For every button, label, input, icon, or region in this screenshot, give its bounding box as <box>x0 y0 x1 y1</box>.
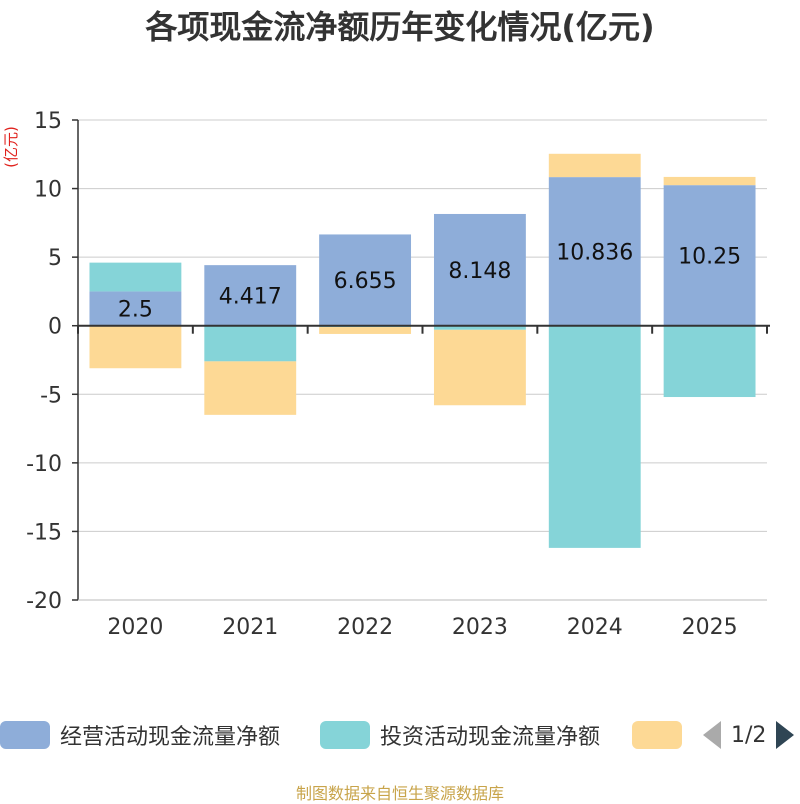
y-tick-label: -5 <box>40 383 62 408</box>
bar-2025-series-1[interactable] <box>663 325 756 398</box>
data-label-2022: 6.655 <box>334 269 397 294</box>
legend-label-investing: 投资活动现金流量净额 <box>380 725 601 750</box>
bar-2025-series-0[interactable] <box>663 185 756 326</box>
bar-2024-series-0[interactable] <box>548 177 641 326</box>
bar-2021-series-0[interactable] <box>204 265 297 326</box>
x-tick-label: 2020 <box>107 615 163 640</box>
y-tick-label: -15 <box>26 520 62 545</box>
legend-next-page-icon[interactable] <box>776 721 795 749</box>
source-note: 制图数据来自恒生聚源数据库 <box>295 784 504 803</box>
bar-2023-series-0[interactable] <box>433 213 526 326</box>
bar-2022-series-2[interactable] <box>319 327 412 334</box>
bar-2025-series-2[interactable] <box>663 176 756 186</box>
legend-swatch-investing <box>320 721 370 749</box>
y-tick-label: 15 <box>34 109 62 134</box>
bars <box>89 153 756 548</box>
y-tick-label: 10 <box>34 178 62 203</box>
data-labels: 2.5 4.417 6.655 8.148 10.836 10.25 <box>118 240 741 322</box>
bar-2020-series-2[interactable] <box>89 325 182 369</box>
y-tick-label: -20 <box>26 589 62 614</box>
bar-2020-series-0[interactable] <box>89 291 182 326</box>
x-tick-label: 2022 <box>337 615 393 640</box>
bar-2021-series-2[interactable] <box>204 361 297 415</box>
data-label-2020: 2.5 <box>118 298 153 323</box>
legend-prev-page-icon[interactable] <box>703 721 721 749</box>
data-label-2025: 10.25 <box>678 244 741 269</box>
legend: 经营活动现金流量净额 投资活动现金流量净额 1/2 <box>0 715 800 755</box>
legend-swatch-operating <box>0 721 50 749</box>
x-tick-label: 2024 <box>567 615 623 640</box>
axes: 15 10 5 0 -5 -10 -15 -20 2020 2021 2022 2023 2024 202… <box>26 109 770 640</box>
bar-2022-series-0[interactable] <box>319 234 412 326</box>
bar-2020-series-1[interactable] <box>89 262 182 292</box>
legend-label-operating: 经营活动现金流量净额 <box>60 725 281 750</box>
data-label-2023: 8.148 <box>448 259 511 284</box>
x-tick-label: 2021 <box>222 615 278 640</box>
legend-item-operating[interactable]: 经营活动现金流量净额 <box>0 715 280 755</box>
y-tick-label: 5 <box>48 246 62 271</box>
y-tick-label: 0 <box>48 315 62 340</box>
y-axis-title: (亿元) <box>2 126 20 168</box>
legend-item-investing[interactable]: 投资活动现金流量净额 <box>320 715 600 755</box>
data-label-2021: 4.417 <box>219 284 282 309</box>
chart-title: 各项现金流净额历年变化情况(亿元) <box>145 8 655 46</box>
bar-2023-series-2[interactable] <box>433 329 526 406</box>
bar-2021-series-1[interactable] <box>204 325 297 362</box>
data-label-2024: 10.836 <box>556 240 633 265</box>
x-tick-label: 2025 <box>682 615 738 640</box>
legend-pager: 1/2 <box>703 715 795 755</box>
bar-2024-series-2[interactable] <box>548 153 641 178</box>
y-tick-label: -10 <box>26 452 62 477</box>
legend-swatch-financing <box>632 721 682 749</box>
bar-2023-series-1[interactable] <box>433 325 526 330</box>
legend-page-indicator: 1/2 <box>731 722 767 748</box>
x-tick-label: 2023 <box>452 615 508 640</box>
bar-2024-series-1[interactable] <box>548 325 641 548</box>
legend-item-financing[interactable] <box>632 715 682 755</box>
